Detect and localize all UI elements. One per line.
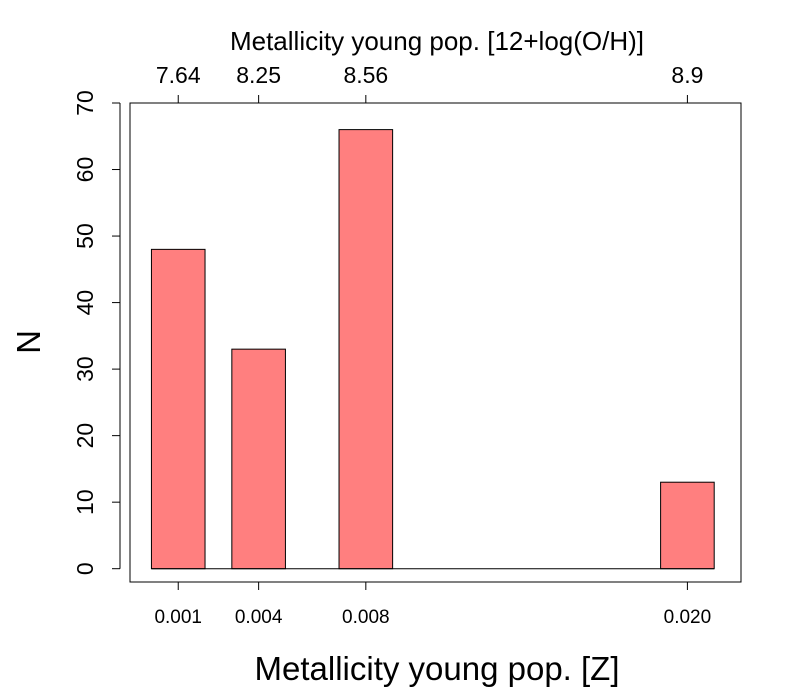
bar-0.008 [338, 129, 394, 570]
bar-0.020 [660, 481, 715, 570]
x-tick-label-0.020: 0.020 [664, 607, 712, 628]
y-tick-label-70: 70 [72, 90, 98, 116]
y-tick-label-20: 20 [72, 423, 98, 449]
x-tick-label-0.001: 0.001 [154, 607, 202, 628]
y-tick-label-10: 10 [72, 489, 98, 515]
bar-0.004 [231, 348, 286, 570]
y-tick-label-30: 30 [72, 356, 98, 382]
y-tick-label-0: 0 [72, 562, 98, 575]
y-axis-label: N [10, 330, 47, 354]
top-tick-label-8.9: 8.9 [671, 62, 703, 88]
y-tick-label-40: 40 [72, 290, 98, 316]
axes: 0 10 20 30 40 50 60 70 0.001 0.004 0.008 0.020 7.64 8… [72, 62, 711, 628]
top-tick-label-8.25: 8.25 [236, 62, 281, 88]
top-tick-label-7.64: 7.64 [156, 62, 201, 88]
x-axis-label: Metallicity young pop. [Z] [255, 650, 620, 687]
x-tick-label-0.008: 0.008 [342, 607, 390, 628]
y-tick-label-60: 60 [72, 157, 98, 183]
y-tick-label-50: 50 [72, 223, 98, 249]
bars [150, 129, 715, 570]
top-tick-label-8.56: 8.56 [343, 62, 388, 88]
bar-0.001 [150, 248, 206, 570]
x-tick-label-0.004: 0.004 [235, 607, 283, 628]
top-axis-label: Metallicity young pop. [12+log(O/H)] [230, 26, 644, 56]
plot-frame [129, 102, 742, 583]
